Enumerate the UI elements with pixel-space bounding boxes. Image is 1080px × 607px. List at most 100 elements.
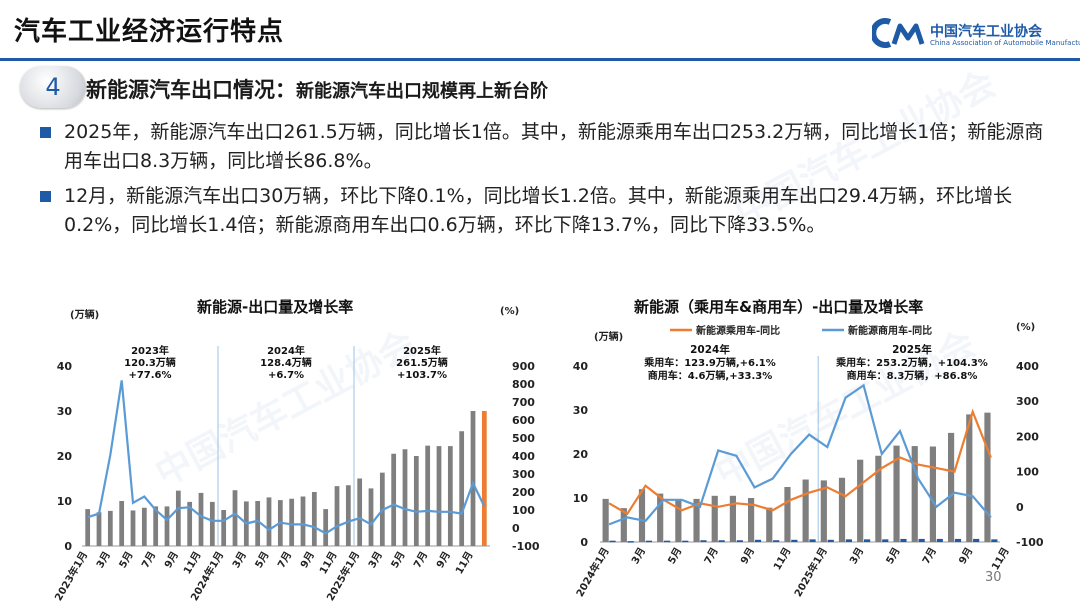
chart1-x-tick-label: 9月 [298,550,317,571]
chart1-x-tick-label: 5月 [117,550,136,571]
chart2-y2-tick-label: 400 [1016,360,1039,373]
chart1-y2-unit: (%) [500,306,520,317]
chart2-legend-label: 新能源乘用车-同比 [696,324,780,337]
chart2-x-tick-label: 7月 [920,546,939,567]
chart1-annotation-rate: +77.6% [128,370,171,381]
caam-logo-icon [872,18,925,48]
chart1-bar [357,478,363,546]
chart2-commercial-bar [809,539,816,542]
chart1-bar [425,445,431,546]
chart1-y2-tick-label: 700 [512,396,535,409]
chart1: 0 10 20 30 40 -100 0 100 200 300 400 500 600 700 800 90… [52,344,540,602]
chart2-passenger-bar [657,493,664,542]
chart2-y2-unit: (%) [1016,322,1036,333]
chart1-bar [481,411,487,546]
chart1-annotation-rate: +103.7% [397,370,447,381]
bullet-text: 2025年，新能源汽车出口261.5万辆，同比增长1倍。其中，新能源乘用车出口2… [64,121,1044,172]
chart2-commercial-bar [936,538,943,542]
chart1-x-tick-label: 5月 [253,550,272,571]
chart2-passenger-bar [838,477,846,542]
section-title-main: 新能源汽车出口情况： [86,78,296,102]
chart1-annotation-year: 2023年 [131,344,169,357]
chart1-x-tick-label: 11月 [453,550,475,577]
chart1-bar [130,510,136,546]
chart1-annotation-volume: 120.3万辆 [124,356,176,369]
chart1-y2-tick-label: -100 [512,540,540,553]
chart2-passenger-bar [911,446,918,542]
chart2-commercial-bar [954,538,962,542]
chart1-y2-tick-label: 100 [512,504,535,517]
chart2-passenger-bar [857,459,864,542]
chart2-x-tick-label: 9月 [956,546,975,567]
chart1-x-tick-label: 5月 [389,550,408,571]
chart2-commercial-bar [664,540,671,543]
chart1-x-tick-label: 7月 [139,550,158,571]
chart2-y-tick-label: 20 [573,448,589,461]
chart2-x-tick-label: 9月 [738,546,757,567]
chart1-y2-tick-label: 500 [512,432,535,445]
chart2-commercial-bar [900,538,907,542]
chart1-x-tick-label: 3月 [366,550,385,571]
chart2-annotation-year: 2024年 [690,343,730,356]
chart1-bar [198,492,204,546]
chart2-commercial-bar [645,540,652,543]
chart1-y2-tick-label: 400 [512,450,535,463]
chart1-bar [447,446,453,546]
chart1-bar [334,486,340,546]
chart1-y2-tick-label: 300 [512,468,535,481]
chart1-growth-line [87,380,486,535]
logo-text-cn: 中国汽车工业协会 [930,24,1042,40]
chart2-y-tick-label: 0 [580,536,588,549]
bullet-list: 2025年，新能源汽车出口261.5万辆，同比增长1倍。其中，新能源乘用车出口2… [40,118,1050,246]
chart1-y2-tick-label: 900 [512,360,535,373]
chart2-y2-tick-label: -100 [1016,536,1044,549]
logo-text-en: China Association of Automobile Manufact… [930,39,1080,47]
chart1-x-tick-label: 3月 [94,550,113,571]
chart1-bar [311,492,317,546]
chart2-commercial-bar [718,540,725,542]
section-heading: 4 新能源汽车出口情况：新能源汽车出口规模再上新台阶 [20,66,700,110]
chart2-passenger-bar [784,487,791,542]
chart1-bar [107,510,113,546]
chart1-y2-tick-label: 0 [512,522,520,535]
chart2-x-tick-label: 11月 [989,546,1011,573]
chart1-bar [470,411,476,546]
page-number: 30 [985,570,1002,585]
section-number: 4 [20,66,86,108]
chart1-bar [300,496,306,546]
bullet-item: 2025年，新能源汽车出口261.5万辆，同比增长1倍。其中，新能源乘用车出口2… [40,118,1050,176]
chart2-passenger-bar [984,412,991,542]
chart1-bar [96,512,102,546]
chart1-bar [368,488,374,546]
chart2-commercial-bar [827,539,834,542]
chart2-passenger-bar [929,446,936,542]
chart1-y-tick-label: 40 [57,360,73,373]
chart1-bar [175,490,181,546]
chart1-title: 新能源-出口量及增长率 [197,298,354,316]
chart2-annotation-commercial: 商用车：8.3万辆，+86.8% [847,369,978,382]
chart2-y2-tick-label: 100 [1016,466,1039,479]
chart1-y-tick-label: 30 [57,405,73,418]
chart1-bar [209,501,215,546]
chart2-passenger-bar [893,445,900,542]
header: 汽车工业经济运行特点 中国汽车工业协会 China Association of… [0,0,1080,61]
chart2-passenger-bar [802,479,809,542]
chart2-passenger-bar [711,495,718,542]
chart1-bar [85,509,91,546]
chart2-x-tick-label: 7月 [702,546,721,567]
chart1-x-tick-label: 3月 [230,550,249,571]
chart2-legend-label: 新能源商用车-同比 [848,324,932,337]
chart2-y-tick-label: 10 [573,492,589,505]
chart2-commercial-bar [791,539,798,542]
chart1-bar [413,456,419,546]
chart2-commercial-bar [991,539,998,542]
chart1-annotation-year: 2024年 [267,344,305,357]
chart2-x-tick-label: 5月 [666,546,685,567]
chart2-commercial-bar [845,539,852,542]
chart1-y2-tick-label: 800 [512,378,535,391]
chart2-passenger-bar [675,500,682,542]
bullet-text: 12月，新能源汽车出口30万辆，环比下降0.1%，同比增长1.2倍。其中，新能源… [64,185,1013,236]
chart1-bar [164,506,170,546]
chart1-bar [402,449,408,546]
chart2-passenger-bar [602,498,609,542]
